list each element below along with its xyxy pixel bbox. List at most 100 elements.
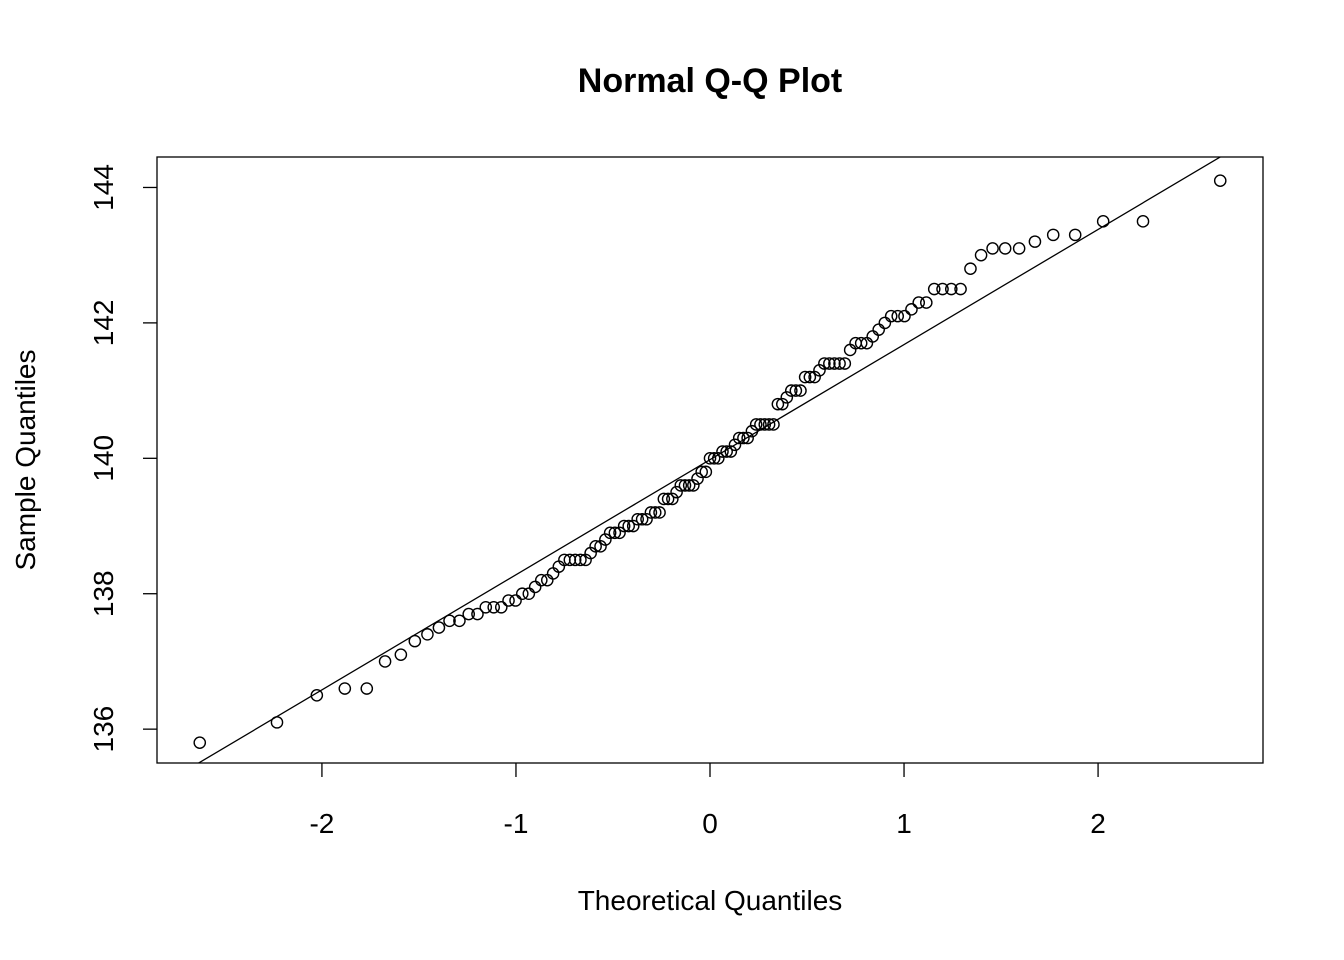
- data-point: [695, 465, 708, 479]
- data-point: [823, 357, 836, 370]
- data-point: [818, 357, 831, 370]
- data-point: [884, 309, 898, 323]
- data-point: [589, 540, 602, 553]
- data-point: [954, 282, 967, 296]
- data-point: [878, 316, 892, 330]
- data-point: [270, 716, 284, 729]
- data-point: [657, 492, 671, 506]
- data-point: [432, 621, 446, 634]
- data-point: [622, 519, 635, 533]
- data-point: [927, 282, 941, 296]
- data-point: [891, 309, 905, 323]
- data-point: [648, 506, 662, 519]
- data-point: [479, 600, 493, 614]
- data-point: [487, 600, 500, 614]
- data-point: [522, 587, 536, 601]
- data-point: [745, 424, 759, 438]
- data-point: [833, 357, 846, 370]
- data-point: [741, 431, 754, 445]
- data-point: [712, 452, 725, 465]
- data-point: [794, 384, 807, 397]
- data-point: [986, 242, 999, 255]
- data-point: [838, 357, 852, 370]
- data-point: [494, 600, 508, 614]
- data-point: [310, 688, 324, 702]
- data-point: [603, 526, 617, 540]
- data-point: [1096, 215, 1110, 228]
- data-point: [936, 282, 949, 296]
- data-point: [1068, 228, 1082, 242]
- y-tick-label: 142: [88, 300, 119, 347]
- data-point: [866, 330, 880, 343]
- data-point: [872, 323, 885, 336]
- data-point: [1046, 228, 1060, 242]
- data-point: [528, 580, 542, 594]
- data-point: [574, 553, 587, 567]
- data-point: [732, 431, 746, 445]
- data-point: [762, 418, 776, 431]
- data-point: [737, 431, 750, 445]
- data-point: [1028, 235, 1042, 248]
- x-axis: -2 -1 0 1 2: [309, 763, 1106, 839]
- data-point: [471, 607, 484, 621]
- data-point: [767, 418, 780, 431]
- x-tick-label: 0: [702, 808, 718, 839]
- data-point: [724, 445, 738, 458]
- data-point: [635, 512, 649, 526]
- data-point: [515, 587, 529, 601]
- data-point: [453, 614, 466, 628]
- data-point: [920, 296, 933, 309]
- data-point: [776, 397, 789, 411]
- data-point: [754, 418, 767, 431]
- data-point: [666, 492, 679, 506]
- data-point: [644, 506, 658, 519]
- y-tick-label: 144: [88, 164, 119, 211]
- data-point: [771, 397, 785, 411]
- data-point: [944, 282, 958, 296]
- data-point: [568, 553, 582, 567]
- data-point: [974, 248, 988, 262]
- data-point: [789, 384, 803, 397]
- data-point: [803, 370, 817, 384]
- data-point: [631, 512, 644, 526]
- data-point: [502, 594, 515, 607]
- data-point: [703, 452, 717, 465]
- data-point: [682, 479, 696, 492]
- data-point: [699, 465, 713, 479]
- data-points: [193, 174, 1227, 749]
- data-point: [1136, 215, 1150, 228]
- chart-title: Normal Q-Q Plot: [578, 62, 842, 100]
- data-point: [509, 594, 522, 607]
- data-point: [670, 485, 683, 499]
- data-point: [443, 614, 456, 628]
- data-point: [608, 526, 622, 540]
- data-point: [193, 736, 207, 749]
- y-axis-label: Sample Quantiles: [10, 349, 41, 570]
- data-point: [661, 492, 675, 506]
- data-point: [898, 309, 911, 323]
- data-point: [678, 479, 692, 492]
- data-point: [546, 567, 560, 580]
- data-point: [912, 296, 926, 309]
- data-point: [408, 634, 422, 648]
- data-point: [626, 519, 640, 533]
- data-point: [1012, 242, 1026, 255]
- data-point: [691, 472, 704, 485]
- data-point: [749, 418, 763, 431]
- data-point: [758, 418, 772, 431]
- data-point: [360, 682, 374, 695]
- data-point: [653, 506, 666, 519]
- data-point: [394, 648, 408, 661]
- data-point: [905, 303, 918, 316]
- data-point: [854, 336, 868, 350]
- data-point: [780, 391, 794, 404]
- data-point: [720, 445, 733, 458]
- data-point: [378, 655, 392, 668]
- data-point: [640, 512, 653, 526]
- data-point: [716, 445, 729, 458]
- y-tick-label: 140: [88, 435, 119, 482]
- y-axis: 136 138 140 142 144: [88, 164, 157, 753]
- data-point: [462, 607, 476, 621]
- reference-line: [197, 157, 1222, 763]
